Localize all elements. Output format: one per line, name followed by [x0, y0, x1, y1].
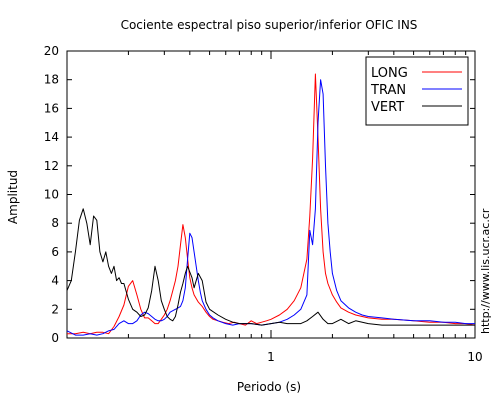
legend-box [365, 56, 469, 126]
legend-label-long: LONG [371, 66, 408, 81]
y-tick-label: 10 [44, 188, 59, 202]
x-axis: 1 10 [66, 51, 483, 364]
y-axis: 0 2 4 6 8 10 12 14 16 18 20 [44, 44, 475, 345]
y-tick-label: 16 [44, 101, 59, 115]
y-axis-label: Amplitud [6, 170, 20, 224]
x-tick-label: 1 [267, 350, 275, 364]
series-line-tran [66, 79, 475, 336]
y-tick-label: 20 [44, 44, 59, 58]
y-tick-label: 8 [51, 216, 59, 230]
series-line-vert [66, 208, 475, 326]
legend-label-tran: TRAN [370, 83, 406, 98]
y-tick-label: 12 [44, 159, 59, 173]
source-url: http://www.lis.ucr.ac.cr [479, 208, 492, 334]
y-tick-label: 0 [51, 331, 59, 345]
y-tick-label: 14 [44, 130, 59, 144]
x-tick-label: 10 [467, 350, 482, 364]
plot-area [66, 73, 476, 336]
legend-label-vert: VERT [371, 100, 404, 115]
y-tick-label: 6 [51, 245, 59, 259]
y-tick-label: 4 [51, 274, 59, 288]
legend: LONG TRAN VERT [365, 56, 469, 126]
y-tick-label: 2 [51, 302, 59, 316]
x-axis-label: Periodo (s) [237, 380, 301, 394]
chart-title: Cociente espectral piso superior/inferio… [121, 18, 418, 32]
y-tick-label: 18 [44, 73, 59, 87]
